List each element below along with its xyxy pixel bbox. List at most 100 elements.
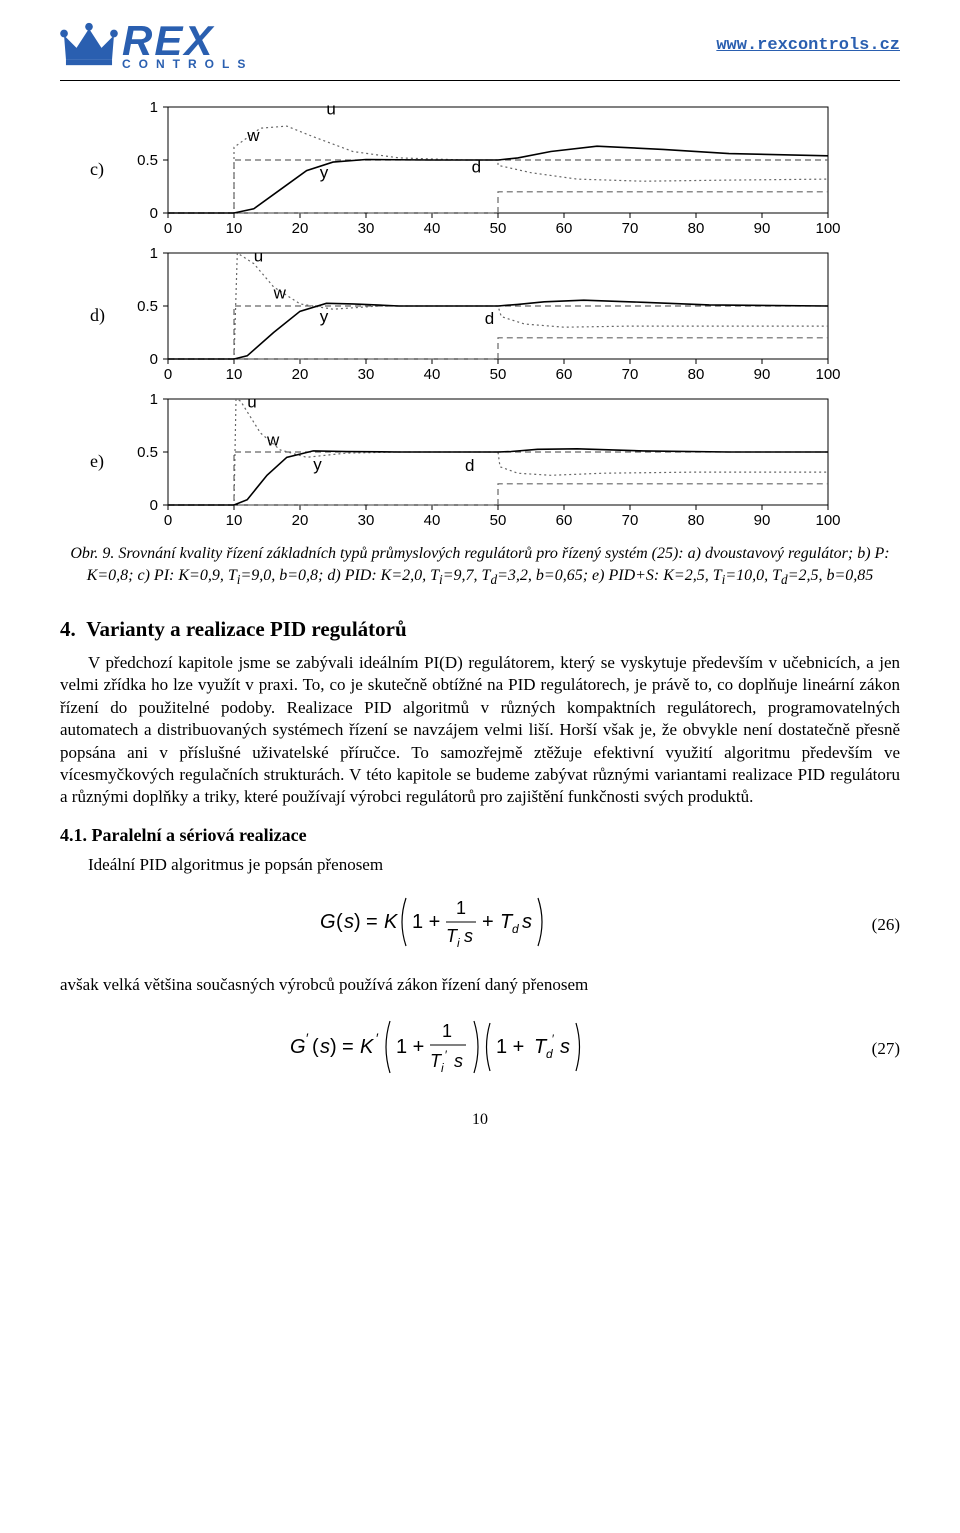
equation-26: G ( s ) = K 1 + 1 T i s + T d s xyxy=(60,890,900,960)
svg-text:100: 100 xyxy=(815,366,840,383)
svg-text:10: 10 xyxy=(226,512,243,529)
logo: REX CONTROLS xyxy=(60,20,253,70)
svg-text:): ) xyxy=(354,911,361,933)
charts-figure: c)010203040506070809010000.51wuydd)01020… xyxy=(90,99,870,531)
site-url-link[interactable]: www.rexcontrols.cz xyxy=(716,36,900,55)
svg-text:80: 80 xyxy=(688,512,705,529)
series-d xyxy=(168,484,828,505)
svg-text:60: 60 xyxy=(556,512,573,529)
chart-row-c: c)010203040506070809010000.51wuyd xyxy=(90,99,870,239)
chart-row-e: e)010203040506070809010000.51wuyd xyxy=(90,391,870,531)
svg-text:0: 0 xyxy=(150,497,158,514)
figure-caption: Obr. 9. Srovnání kvality řízení základní… xyxy=(60,543,900,589)
svg-text:80: 80 xyxy=(688,220,705,237)
svg-text:100: 100 xyxy=(815,512,840,529)
crown-icon xyxy=(60,21,118,69)
svg-text:s: s xyxy=(320,1036,330,1058)
svg-text:d: d xyxy=(546,1047,553,1061)
section-number: 4. xyxy=(60,617,76,641)
svg-text:0: 0 xyxy=(164,220,172,237)
svg-text:K: K xyxy=(384,911,399,933)
chart-panel-label-c: c) xyxy=(90,159,120,180)
svg-text:i: i xyxy=(441,1061,444,1075)
svg-text:50: 50 xyxy=(490,366,507,383)
svg-text:70: 70 xyxy=(622,512,639,529)
svg-text:10: 10 xyxy=(226,220,243,237)
equation-27-number: (27) xyxy=(840,1039,900,1059)
svg-text:80: 80 xyxy=(688,366,705,383)
series-y xyxy=(168,449,828,505)
svg-text:40: 40 xyxy=(424,512,441,529)
svg-text:90: 90 xyxy=(754,220,771,237)
svg-text:s: s xyxy=(344,911,354,933)
svg-text:G: G xyxy=(320,911,336,933)
series-label-y: y xyxy=(320,307,329,326)
logo-text: REX xyxy=(122,20,253,62)
chart-panel-label-d: d) xyxy=(90,305,120,326)
series-w xyxy=(168,452,828,505)
subsection-heading: 4.1. Paralelní a sériová realizace xyxy=(60,825,900,846)
section-paragraph: V předchozí kapitole jsme se zabývali id… xyxy=(60,652,900,809)
svg-text:20: 20 xyxy=(292,366,309,383)
svg-text:0: 0 xyxy=(164,366,172,383)
section-heading: 4. Varianty a realizace PID regulátorů xyxy=(60,617,900,642)
svg-text:10: 10 xyxy=(226,366,243,383)
series-label-d: d xyxy=(485,309,494,328)
series-label-d: d xyxy=(465,456,474,475)
series-label-u: u xyxy=(326,99,335,118)
equation-27-body: G ′ ( s ) = K ′ 1 + 1 T i ′ s 1 + xyxy=(60,1011,840,1087)
series-label-y: y xyxy=(313,455,322,474)
svg-text:1: 1 xyxy=(150,99,158,116)
subsection-intro: Ideální PID algoritmus je popsán přenose… xyxy=(60,854,900,876)
svg-text:60: 60 xyxy=(556,366,573,383)
svg-text:s: s xyxy=(464,926,473,946)
equation-26-number: (26) xyxy=(840,915,900,935)
series-d xyxy=(168,338,828,359)
svg-text:′: ′ xyxy=(306,1030,309,1046)
svg-text:): ) xyxy=(330,1036,337,1058)
svg-text:1: 1 xyxy=(456,898,466,918)
series-label-w: w xyxy=(273,284,287,303)
series-label-w: w xyxy=(246,126,260,145)
svg-text:G: G xyxy=(290,1036,306,1058)
svg-text:50: 50 xyxy=(490,220,507,237)
svg-text:s: s xyxy=(522,911,532,933)
series-w xyxy=(168,160,828,213)
svg-text:d: d xyxy=(512,922,519,936)
chart-panel-label-e: e) xyxy=(90,451,120,472)
svg-text:0.5: 0.5 xyxy=(137,444,158,461)
svg-text:s: s xyxy=(454,1051,463,1071)
series-y xyxy=(168,300,828,359)
chart-d: 010203040506070809010000.51wuyd xyxy=(120,245,840,385)
logo-subtext: CONTROLS xyxy=(122,58,253,70)
svg-text:30: 30 xyxy=(358,366,375,383)
series-w xyxy=(168,306,828,359)
section-title: Varianty a realizace PID regulátorů xyxy=(86,617,406,641)
svg-text:s: s xyxy=(560,1036,570,1058)
chart-e: 010203040506070809010000.51wuyd xyxy=(120,391,840,531)
svg-text:′: ′ xyxy=(445,1048,448,1062)
svg-text:′: ′ xyxy=(552,1032,555,1046)
svg-text:70: 70 xyxy=(622,220,639,237)
chart-c: 010203040506070809010000.51wuyd xyxy=(120,99,840,239)
series-d xyxy=(168,192,828,213)
svg-text:=: = xyxy=(342,1036,354,1058)
svg-text:40: 40 xyxy=(424,366,441,383)
chart-row-d: d)010203040506070809010000.51wuyd xyxy=(90,245,870,385)
svg-text:1 +: 1 + xyxy=(412,911,440,933)
svg-text:0.5: 0.5 xyxy=(137,152,158,169)
svg-text:K: K xyxy=(360,1036,375,1058)
svg-text:′: ′ xyxy=(376,1030,379,1046)
svg-text:30: 30 xyxy=(358,512,375,529)
caption-text: Srovnání kvality řízení základních typů … xyxy=(87,545,890,584)
svg-text:1: 1 xyxy=(150,391,158,408)
page-header: REX CONTROLS www.rexcontrols.cz xyxy=(60,20,900,70)
svg-text:(: ( xyxy=(336,911,343,933)
svg-text:1: 1 xyxy=(442,1021,452,1041)
series-label-u: u xyxy=(254,246,263,265)
svg-text:1 +: 1 + xyxy=(496,1036,524,1058)
svg-text:(: ( xyxy=(312,1036,319,1058)
svg-text:=: = xyxy=(366,911,378,933)
svg-text:30: 30 xyxy=(358,220,375,237)
caption-prefix: Obr. 9. xyxy=(70,545,118,562)
